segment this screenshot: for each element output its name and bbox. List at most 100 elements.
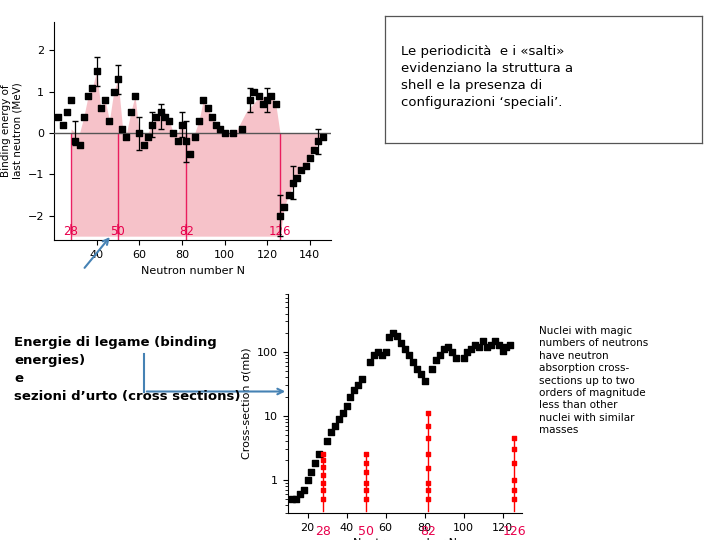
X-axis label: Neutron number N: Neutron number N xyxy=(353,538,457,540)
Point xyxy=(266,92,277,100)
Point xyxy=(438,345,450,354)
Point xyxy=(434,350,446,359)
Point xyxy=(423,450,434,458)
Point xyxy=(508,445,520,454)
Point xyxy=(505,340,516,349)
Point xyxy=(181,137,192,146)
Point xyxy=(294,489,305,498)
Point xyxy=(108,87,120,96)
Point xyxy=(257,100,269,109)
Point xyxy=(368,350,379,359)
Point xyxy=(508,485,520,494)
Point xyxy=(318,478,329,487)
Point xyxy=(318,450,329,458)
Point xyxy=(318,470,329,479)
Point xyxy=(112,75,124,84)
Point xyxy=(446,348,458,356)
Point xyxy=(95,104,107,112)
Point xyxy=(462,348,473,356)
Point xyxy=(341,402,352,411)
Point xyxy=(261,96,273,104)
Text: Energie di legame (binding
energies)
e
sezioni d’urto (cross sections): Energie di legame (binding energies) e s… xyxy=(14,336,241,403)
Point xyxy=(318,495,329,503)
Point xyxy=(407,357,418,366)
Point xyxy=(310,459,321,468)
Point xyxy=(172,137,184,146)
Point xyxy=(286,495,297,503)
Point xyxy=(130,92,141,100)
Point xyxy=(345,392,356,401)
Text: 50: 50 xyxy=(111,225,125,238)
Point xyxy=(423,434,434,442)
Point xyxy=(426,364,438,373)
Point xyxy=(423,409,434,417)
Point xyxy=(423,478,434,487)
Point xyxy=(353,381,364,390)
Point xyxy=(78,112,89,121)
Text: Nuclei with magic
numbers of neutrons
have neutron
absorption cross-
sections up: Nuclei with magic numbers of neutrons ha… xyxy=(539,326,648,435)
Point xyxy=(469,340,481,349)
Point xyxy=(210,120,222,129)
Point xyxy=(159,112,171,121)
Point xyxy=(215,125,226,133)
Point xyxy=(189,133,200,141)
Point xyxy=(489,336,500,345)
Point xyxy=(296,166,307,174)
Point xyxy=(318,462,329,471)
Point xyxy=(431,356,442,364)
Point xyxy=(392,332,403,340)
Point xyxy=(274,211,286,220)
Point xyxy=(125,108,137,117)
Point xyxy=(372,348,384,356)
Point xyxy=(270,100,282,109)
Point xyxy=(493,340,505,349)
Point xyxy=(91,67,102,76)
Point xyxy=(379,348,391,356)
Point xyxy=(508,475,520,484)
Point xyxy=(508,495,520,503)
Point xyxy=(202,104,213,112)
Point xyxy=(117,125,128,133)
Point xyxy=(485,340,497,349)
Point xyxy=(168,129,179,137)
Point xyxy=(411,364,423,373)
Point xyxy=(387,328,399,337)
Point xyxy=(155,108,166,117)
Point xyxy=(185,150,197,158)
Point xyxy=(244,96,256,104)
Point xyxy=(329,421,341,430)
Point xyxy=(74,141,86,150)
Point xyxy=(248,87,260,96)
Point xyxy=(508,459,520,468)
Y-axis label: Cross-section σ(mb): Cross-section σ(mb) xyxy=(242,348,252,460)
Point xyxy=(176,120,188,129)
Point xyxy=(287,178,299,187)
Point xyxy=(279,203,290,212)
Point xyxy=(423,485,434,494)
Point xyxy=(318,456,329,465)
Point xyxy=(321,437,333,445)
Point xyxy=(308,145,320,154)
Point xyxy=(360,478,372,487)
Point xyxy=(283,191,294,199)
Point xyxy=(337,409,348,417)
Point xyxy=(193,116,204,125)
Text: 126: 126 xyxy=(503,525,526,538)
Point xyxy=(415,370,426,379)
Text: 28: 28 xyxy=(315,525,331,538)
Point xyxy=(292,174,303,183)
Point xyxy=(360,485,372,494)
Point xyxy=(423,495,434,503)
X-axis label: Neutron number N: Neutron number N xyxy=(140,266,245,275)
Point xyxy=(360,459,372,468)
Point xyxy=(360,450,372,458)
Point xyxy=(360,468,372,477)
Point xyxy=(300,161,311,170)
Point xyxy=(318,485,329,494)
Point xyxy=(163,116,175,125)
Point xyxy=(66,96,77,104)
Point xyxy=(99,96,111,104)
Point xyxy=(70,137,81,146)
Point xyxy=(133,129,145,137)
Point xyxy=(400,345,411,354)
